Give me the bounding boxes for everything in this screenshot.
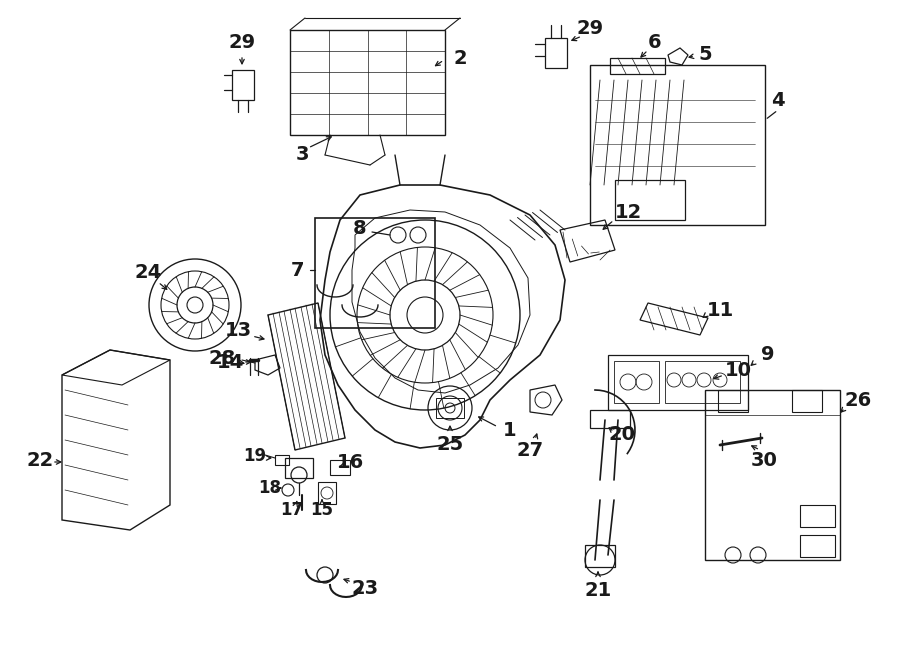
Text: 23: 23 (351, 578, 379, 598)
Text: 27: 27 (517, 440, 544, 459)
Text: 11: 11 (706, 301, 733, 319)
Text: 3: 3 (295, 145, 309, 165)
Text: 25: 25 (436, 436, 464, 455)
Bar (614, 361, 659, 403)
Text: 18: 18 (258, 479, 282, 497)
Bar (610, 58, 665, 74)
Bar (800, 505, 835, 527)
Text: 28: 28 (209, 348, 236, 368)
Text: 12: 12 (615, 204, 642, 223)
Text: 9: 9 (761, 346, 775, 364)
Text: 10: 10 (724, 360, 751, 379)
Text: 7: 7 (292, 260, 305, 280)
Text: 22: 22 (26, 451, 54, 469)
Text: 24: 24 (134, 262, 162, 282)
Text: 15: 15 (310, 501, 334, 519)
Bar (545, 38, 567, 68)
Bar (585, 545, 615, 567)
Text: 26: 26 (844, 391, 871, 410)
Text: 5: 5 (698, 46, 712, 65)
Text: 21: 21 (584, 580, 612, 600)
Bar (800, 535, 835, 557)
Text: 30: 30 (751, 451, 778, 469)
Text: 8: 8 (353, 219, 367, 237)
Text: 19: 19 (243, 447, 266, 465)
Text: 17: 17 (281, 501, 303, 519)
Bar (590, 410, 630, 428)
Text: 20: 20 (608, 426, 635, 444)
Text: 13: 13 (224, 321, 252, 340)
Bar (315, 218, 435, 328)
Text: 1: 1 (503, 420, 517, 440)
Bar (608, 355, 748, 410)
Text: 4: 4 (771, 91, 785, 110)
Text: 16: 16 (337, 453, 364, 471)
Bar (590, 65, 765, 225)
Bar (615, 180, 685, 220)
Text: 14: 14 (216, 352, 244, 371)
Bar (665, 361, 740, 403)
Bar (318, 482, 336, 504)
Text: 6: 6 (648, 32, 662, 52)
Bar (232, 70, 254, 100)
Bar (285, 458, 313, 478)
Bar (275, 455, 289, 465)
Bar (436, 398, 464, 418)
Text: 2: 2 (454, 48, 467, 67)
Bar (792, 390, 822, 412)
Bar (290, 30, 445, 135)
Bar (330, 460, 350, 475)
Text: 29: 29 (229, 32, 256, 52)
Text: 29: 29 (576, 19, 604, 38)
Bar (718, 390, 748, 412)
